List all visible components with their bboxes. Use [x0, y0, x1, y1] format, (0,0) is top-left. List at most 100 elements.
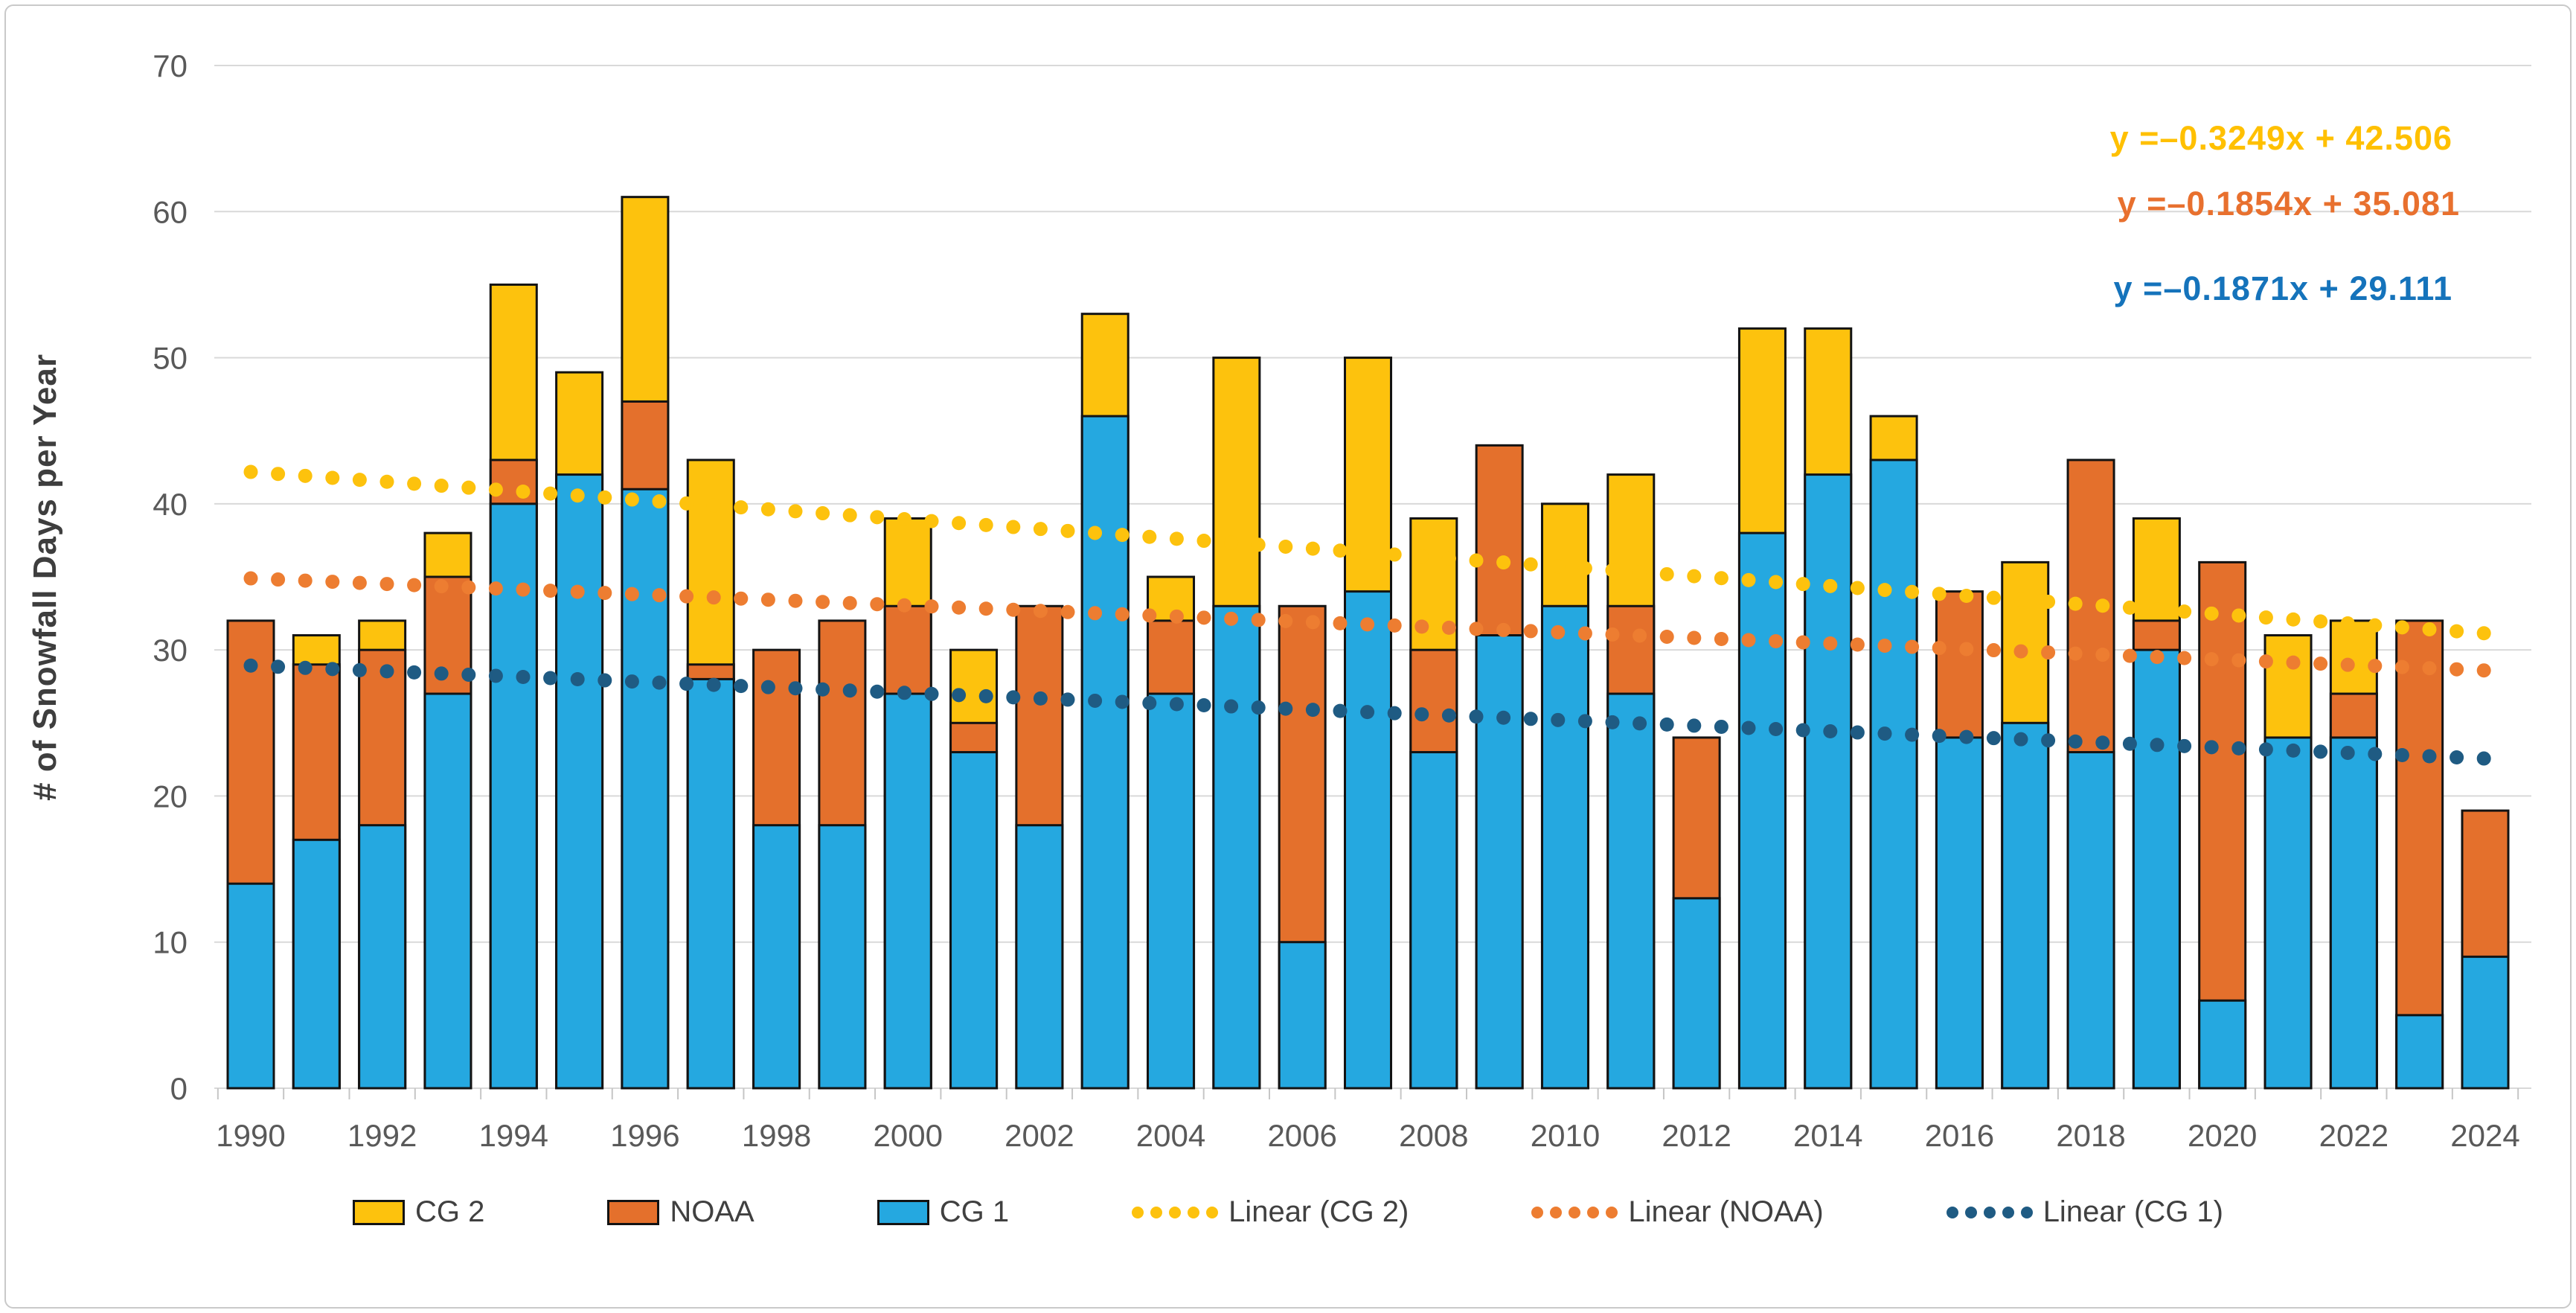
- bar-2016: [1935, 590, 1984, 1090]
- bar-2010: [1540, 502, 1589, 1090]
- trend-dot: [842, 683, 857, 698]
- x-tick-label: 2018: [2056, 1118, 2125, 1153]
- bar-1999-cg1: [818, 824, 867, 1090]
- bar-1993-cg1: [423, 692, 472, 1090]
- trend-dot: [952, 516, 967, 531]
- trend-dot: [2231, 608, 2246, 623]
- trend-dot: [924, 686, 939, 701]
- trend-dot: [2177, 651, 2192, 665]
- bar-2023-cg1: [2395, 1014, 2444, 1090]
- trend-dot: [870, 684, 885, 699]
- bar-2001-cg1: [949, 751, 999, 1090]
- trend-dot: [734, 679, 749, 694]
- trend-dot: [570, 672, 585, 687]
- trend-dot: [2041, 645, 2056, 660]
- trend-dot: [734, 500, 749, 515]
- trend-dot: [2476, 663, 2491, 678]
- trend-dot: [2258, 654, 2273, 669]
- trend-dot: [1469, 553, 1484, 568]
- bar-2020-cg1: [2198, 999, 2247, 1090]
- x-tick-label: 2008: [1399, 1118, 1468, 1153]
- trend-dot: [325, 470, 340, 485]
- trend-dot: [2013, 644, 2028, 659]
- trend-dot: [870, 510, 885, 525]
- trend-dot: [788, 681, 803, 696]
- trendline-equation-noaa: y =–0.1854x + 35.081: [2117, 185, 2460, 223]
- x-tick-label: 2004: [1136, 1118, 1205, 1153]
- trend-dot: [2313, 744, 2328, 759]
- trend-dot: [2286, 743, 2301, 758]
- trend-dot: [434, 479, 449, 493]
- trend-dot: [2340, 616, 2355, 631]
- bar-2009-cg1: [1475, 634, 1524, 1090]
- trend-dot: [1496, 710, 1511, 725]
- trend-dot: [597, 586, 612, 601]
- trend-dot: [1414, 619, 1429, 634]
- trend-dot: [2286, 655, 2301, 670]
- trend-dot: [1251, 700, 1266, 715]
- trend-dot: [543, 486, 558, 501]
- trend-dot: [1905, 727, 1920, 742]
- trend-dot: [597, 673, 612, 688]
- trend-dot: [2095, 598, 2110, 613]
- trend-dot: [2204, 740, 2219, 755]
- bar-2000: [883, 517, 932, 1090]
- y-tick-label: 10: [153, 925, 188, 960]
- bar-2003-cg1: [1080, 415, 1130, 1090]
- trend-dot: [760, 502, 775, 517]
- noaa-swatch-icon: [607, 1199, 660, 1225]
- bar-2013: [1737, 327, 1787, 1090]
- trend-dot: [1006, 602, 1021, 617]
- trend-dot: [2340, 745, 2355, 760]
- trend-dot: [924, 514, 939, 528]
- legend-label: Linear (NOAA): [1628, 1195, 1824, 1228]
- trend-dot: [271, 659, 286, 674]
- y-tick-label: 20: [153, 779, 188, 814]
- trend-dot: [1496, 555, 1511, 570]
- bar-1992: [358, 619, 407, 1090]
- trend-dot: [1877, 726, 1892, 741]
- bars-group: [226, 196, 2510, 1090]
- y-axis-labels: 0 10 20 30 40 50 60 70: [153, 48, 188, 1106]
- trend-dot: [706, 590, 721, 605]
- trend-dot: [379, 474, 394, 489]
- trend-dot: [488, 581, 503, 596]
- trend-dot: [788, 593, 803, 608]
- trend-dot: [706, 498, 721, 513]
- bar-2011-cg1: [1606, 692, 1656, 1090]
- bar-2008-cg1: [1409, 751, 1458, 1090]
- trend-dot: [2476, 626, 2491, 641]
- trend-dot: [2231, 741, 2246, 755]
- trend-dot: [352, 662, 367, 677]
- trend-dot: [2177, 738, 2192, 753]
- trend-dot: [1633, 628, 1647, 643]
- trend-dot: [570, 488, 585, 503]
- trend-dot: [652, 675, 667, 690]
- trend-dot: [1305, 541, 1320, 556]
- trend-dot: [2150, 738, 2165, 753]
- trend-dot: [2340, 657, 2355, 672]
- trend-dot: [2422, 749, 2437, 764]
- x-tick-label: 2014: [1793, 1118, 1862, 1153]
- trend-dot: [760, 680, 775, 694]
- trendline-equation-cg1: y =–0.1871x + 29.111: [2113, 269, 2452, 307]
- bar-1997-cg1: [686, 677, 735, 1090]
- trend-dot: [1741, 633, 1756, 648]
- trend-dot: [1932, 729, 1947, 744]
- bar-2017: [2001, 560, 2050, 1090]
- trend-dot: [1986, 643, 2001, 658]
- trend-dot: [1714, 571, 1728, 586]
- trend-dot: [897, 686, 911, 700]
- trend-dot: [978, 517, 993, 532]
- trend-dot: [1551, 712, 1566, 727]
- bar-2024: [2461, 809, 2510, 1090]
- bar-2007: [1343, 357, 1392, 1090]
- trend-dot: [1006, 520, 1021, 534]
- trend-dot: [1333, 543, 1348, 558]
- bar-2017-cg1: [2001, 721, 2050, 1090]
- trend-dot: [434, 579, 449, 594]
- trend-dot: [1769, 575, 1784, 590]
- trend-dot: [271, 467, 286, 482]
- bar-2005-cg1: [1212, 604, 1261, 1090]
